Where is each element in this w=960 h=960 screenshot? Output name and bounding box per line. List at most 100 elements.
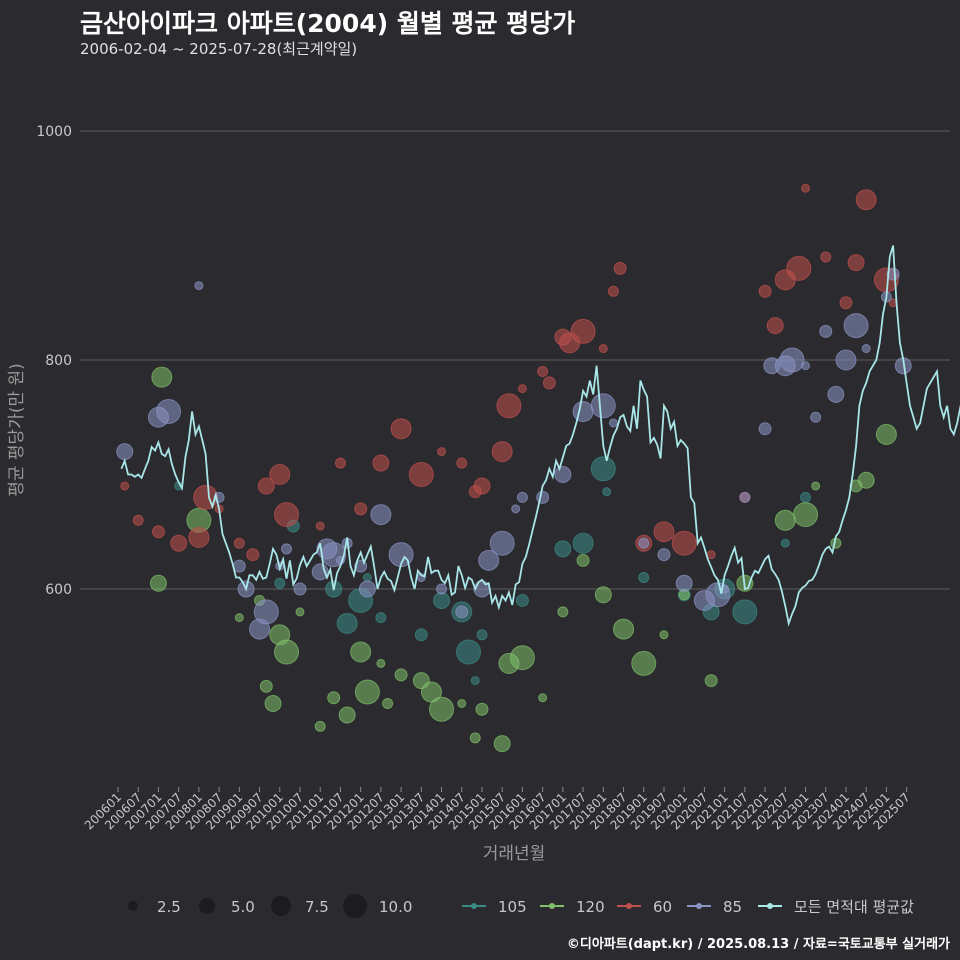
data-point [515,593,529,607]
size-legend-dot [271,896,291,916]
data-point [478,549,500,571]
data-point [557,606,569,618]
data-point [429,696,455,722]
y-tick-label: 600 [45,582,72,598]
data-point [554,466,572,483]
data-point [274,502,300,528]
data-point [456,639,482,665]
data-point [269,464,291,485]
data-point [476,629,488,641]
data-point [354,502,368,516]
data-point [116,443,134,461]
data-point [496,393,522,419]
data-point [671,530,697,556]
data-point [704,674,718,688]
data-point [766,317,784,335]
data-point [188,526,210,548]
data-point [780,538,790,548]
y-axis-title: 평균 평당가(만 원) [7,363,27,497]
data-point [594,586,612,604]
legend-swatch-dot [471,903,477,909]
data-point [233,537,245,549]
size-legend-label: 2.5 [157,898,181,916]
data-point [638,537,650,549]
data-point [382,698,394,709]
data-point [253,599,279,625]
legend-label: 120 [576,898,605,916]
data-point [732,599,758,625]
data-point [570,318,596,344]
data-point [151,525,165,539]
data-point [511,504,521,514]
size-legend-dot [343,894,367,918]
data-point [281,543,293,555]
data-point [554,540,572,558]
data-point [857,471,875,489]
legend-label: 85 [723,898,742,916]
data-point [590,393,616,419]
data-point [354,679,380,705]
data-point [657,548,671,562]
data-point [394,668,408,682]
data-point [151,366,173,388]
data-point [675,574,693,592]
data-point [819,324,833,338]
x-axis-title: 거래년월 [483,844,546,864]
data-point [375,612,387,624]
data-point [875,423,897,445]
chart-title: 금산아이파크 아파트(2004) 월별 평균 평당가 [80,9,576,38]
source-footer: ©디아파트(dapt.kr) / 2025.08.13 / 자료=국토교통부 실… [566,937,950,952]
data-point [602,487,612,497]
data-point [779,347,805,373]
data-point [489,530,515,556]
data-point [358,580,376,598]
data-point [516,491,528,503]
data-point [372,454,390,472]
average-line [120,245,960,627]
data-point [590,456,616,482]
data-point [390,418,412,440]
data-point [847,254,865,272]
data-point [274,639,300,665]
data-point [659,630,669,640]
data-point [376,658,386,668]
data-point [827,385,845,403]
data-point [370,504,392,526]
data-point [739,491,751,503]
data-point [315,521,325,531]
data-point [469,732,481,744]
data-point [810,411,822,423]
data-point [259,679,273,693]
size-legend-label: 5.0 [231,898,255,916]
size-legend-label: 7.5 [305,898,329,916]
size-legend-label: 10.0 [379,898,412,916]
legend-label: 60 [653,898,672,916]
data-point [120,481,130,491]
data-point [170,534,188,552]
data-point [475,702,489,716]
data-point [572,401,594,423]
data-point [350,641,372,663]
data-point [437,447,447,457]
data-point [638,572,650,584]
data-point [336,612,358,634]
data-point [706,550,716,560]
data-point [293,582,307,596]
data-point [608,418,618,428]
data-point [835,349,857,371]
data-point [491,441,513,463]
data-point [613,261,627,275]
data-point [433,591,451,609]
data-point [598,344,608,354]
size-legend-dot [128,901,138,911]
data-point [295,607,305,617]
data-point [855,189,877,211]
data-point [793,502,819,528]
legend-swatch-dot [696,903,702,909]
data-point [149,574,167,592]
data-point [576,553,590,567]
data-point [786,255,812,281]
data-point [455,605,469,619]
legend-label: 105 [498,898,527,916]
data-point [537,365,549,377]
